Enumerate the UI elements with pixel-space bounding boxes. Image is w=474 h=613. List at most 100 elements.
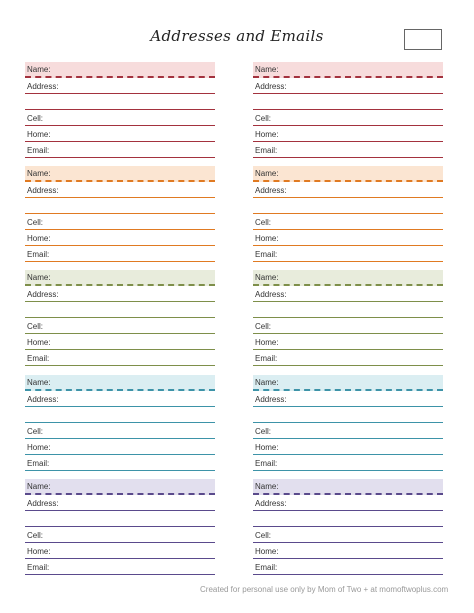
field-rule bbox=[25, 406, 215, 407]
cell-field[interactable]: Cell: bbox=[25, 214, 215, 230]
name-field[interactable]: Name: bbox=[253, 270, 443, 286]
cell-field[interactable]: Cell: bbox=[25, 423, 215, 439]
cell-field[interactable]: Cell: bbox=[25, 527, 215, 543]
home-label: Home: bbox=[27, 443, 51, 452]
address-line-2[interactable] bbox=[25, 198, 215, 214]
address-card: Name: Address: Cell: Home: Email: bbox=[25, 62, 215, 158]
cell-label: Cell: bbox=[27, 114, 44, 123]
home-field[interactable]: Home: bbox=[253, 439, 443, 455]
email-field[interactable]: Email: bbox=[253, 559, 443, 575]
cell-label: Cell: bbox=[27, 322, 44, 331]
field-rule bbox=[25, 454, 215, 455]
address-line-2[interactable] bbox=[253, 511, 443, 527]
field-rule bbox=[25, 333, 215, 334]
address-label: Address: bbox=[255, 499, 287, 508]
name-dashed-rule bbox=[253, 389, 443, 391]
address-field[interactable]: Address: bbox=[25, 78, 215, 94]
address-line-2[interactable] bbox=[253, 302, 443, 318]
address-field[interactable]: Address: bbox=[25, 391, 215, 407]
home-label: Home: bbox=[255, 130, 279, 139]
cell-field[interactable]: Cell: bbox=[253, 423, 443, 439]
home-field[interactable]: Home: bbox=[253, 543, 443, 559]
home-field[interactable]: Home: bbox=[25, 439, 215, 455]
email-field[interactable]: Email: bbox=[25, 142, 215, 158]
email-field[interactable]: Email: bbox=[253, 350, 443, 366]
address-line-2[interactable] bbox=[253, 198, 443, 214]
cell-field[interactable]: Cell: bbox=[253, 318, 443, 334]
name-field[interactable]: Name: bbox=[25, 62, 215, 78]
address-line-2[interactable] bbox=[253, 94, 443, 110]
cell-label: Cell: bbox=[27, 218, 44, 227]
address-field[interactable]: Address: bbox=[253, 78, 443, 94]
email-label: Email: bbox=[27, 354, 50, 363]
home-label: Home: bbox=[255, 443, 279, 452]
address-line-2[interactable] bbox=[25, 94, 215, 110]
field-rule bbox=[25, 317, 215, 318]
field-rule bbox=[253, 558, 443, 559]
footer-credit: Created for personal use only by Mom of … bbox=[200, 585, 449, 594]
address-field[interactable]: Address: bbox=[25, 286, 215, 302]
address-line-2[interactable] bbox=[25, 302, 215, 318]
cell-field[interactable]: Cell: bbox=[25, 110, 215, 126]
home-field[interactable]: Home: bbox=[25, 543, 215, 559]
cell-label: Cell: bbox=[255, 218, 272, 227]
email-field[interactable]: Email: bbox=[253, 142, 443, 158]
address-field[interactable]: Address: bbox=[25, 182, 215, 198]
email-field[interactable]: Email: bbox=[25, 559, 215, 575]
field-rule bbox=[25, 125, 215, 126]
address-field[interactable]: Address: bbox=[253, 182, 443, 198]
page-title: Addresses and Emails bbox=[150, 27, 324, 45]
address-field[interactable]: Address: bbox=[253, 391, 443, 407]
address-label: Address: bbox=[27, 186, 59, 195]
email-field[interactable]: Email: bbox=[25, 246, 215, 262]
address-line-2[interactable] bbox=[25, 511, 215, 527]
cell-field[interactable]: Cell: bbox=[253, 110, 443, 126]
home-field[interactable]: Home: bbox=[253, 126, 443, 142]
address-card: Name: Address: Cell: Home: Email: bbox=[253, 479, 443, 575]
name-dashed-rule bbox=[253, 493, 443, 495]
field-rule bbox=[253, 406, 443, 407]
name-field[interactable]: Name: bbox=[253, 62, 443, 78]
home-label: Home: bbox=[255, 547, 279, 556]
field-rule bbox=[25, 510, 215, 511]
cell-label: Cell: bbox=[255, 322, 272, 331]
name-field[interactable]: Name: bbox=[25, 479, 215, 495]
email-field[interactable]: Email: bbox=[25, 350, 215, 366]
home-field[interactable]: Home: bbox=[25, 334, 215, 350]
home-label: Home: bbox=[27, 130, 51, 139]
name-field[interactable]: Name: bbox=[25, 375, 215, 391]
cell-field[interactable]: Cell: bbox=[253, 527, 443, 543]
field-rule bbox=[253, 125, 443, 126]
field-rule bbox=[25, 574, 215, 575]
cell-field[interactable]: Cell: bbox=[253, 214, 443, 230]
name-dashed-rule bbox=[253, 76, 443, 78]
address-field[interactable]: Address: bbox=[25, 495, 215, 511]
address-field[interactable]: Address: bbox=[253, 286, 443, 302]
address-line-2[interactable] bbox=[253, 407, 443, 423]
home-field[interactable]: Home: bbox=[25, 126, 215, 142]
name-label: Name: bbox=[255, 273, 279, 282]
home-field[interactable]: Home: bbox=[253, 230, 443, 246]
address-label: Address: bbox=[255, 395, 287, 404]
name-dashed-rule bbox=[25, 180, 215, 182]
field-rule bbox=[25, 245, 215, 246]
address-field[interactable]: Address: bbox=[253, 495, 443, 511]
name-field[interactable]: Name: bbox=[25, 270, 215, 286]
cell-field[interactable]: Cell: bbox=[25, 318, 215, 334]
field-rule bbox=[253, 93, 443, 94]
field-rule bbox=[253, 470, 443, 471]
email-field[interactable]: Email: bbox=[25, 455, 215, 471]
name-label: Name: bbox=[27, 378, 51, 387]
home-field[interactable]: Home: bbox=[25, 230, 215, 246]
field-rule bbox=[253, 245, 443, 246]
name-field[interactable]: Name: bbox=[253, 166, 443, 182]
name-label: Name: bbox=[27, 169, 51, 178]
name-field[interactable]: Name: bbox=[253, 375, 443, 391]
email-field[interactable]: Email: bbox=[253, 455, 443, 471]
home-field[interactable]: Home: bbox=[253, 334, 443, 350]
name-field[interactable]: Name: bbox=[253, 479, 443, 495]
address-line-2[interactable] bbox=[25, 407, 215, 423]
email-field[interactable]: Email: bbox=[253, 246, 443, 262]
field-rule bbox=[253, 261, 443, 262]
name-field[interactable]: Name: bbox=[25, 166, 215, 182]
